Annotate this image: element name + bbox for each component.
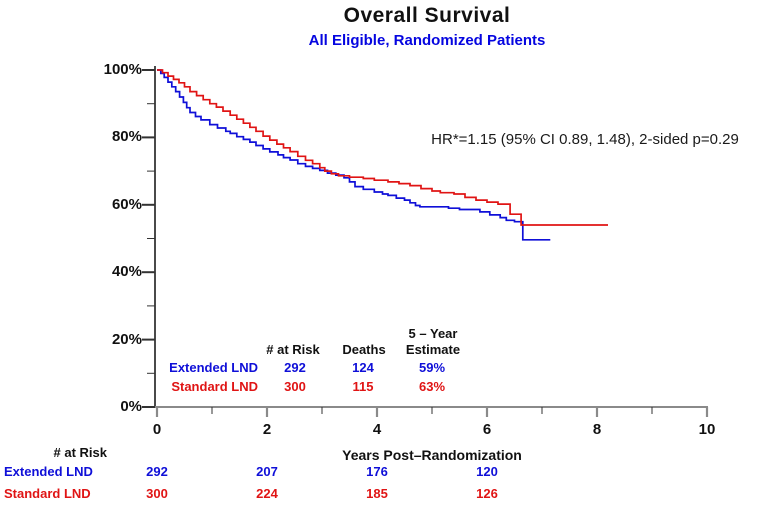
- estimate-header-at-risk: # at Risk: [266, 342, 320, 357]
- x-tick-label: 10: [698, 421, 716, 438]
- estimate-row-label-extended: Extended LND: [169, 360, 258, 375]
- risk-extended-t0: 292: [146, 464, 168, 479]
- risk-extended-t4: 176: [366, 464, 388, 479]
- estimate-extended-estimate: 59%: [418, 360, 446, 375]
- x-tick-label: 4: [372, 421, 382, 438]
- x-axis-title: Years Post–Randomization: [342, 447, 522, 463]
- risk-standard-t6: 126: [476, 486, 498, 501]
- estimate-header-estimate: Estimate: [405, 342, 461, 357]
- x-tick-label: 2: [262, 421, 272, 438]
- risk-standard-t0: 300: [146, 486, 168, 501]
- estimate-standard-at-risk: 300: [284, 379, 306, 394]
- x-tick-label: 6: [482, 421, 492, 438]
- estimate-header-5year: 5 – Year: [408, 326, 458, 341]
- y-tick-label: 40%: [111, 263, 142, 281]
- x-tick-label: 8: [592, 421, 602, 438]
- risk-table-title: # at Risk: [53, 445, 107, 460]
- y-tick-label: 60%: [111, 195, 142, 213]
- hazard-ratio-annotation: HR*=1.15 (95% CI 0.89, 1.48), 2-sided p=…: [431, 131, 739, 148]
- estimate-header-deaths: Deaths: [342, 342, 386, 357]
- page-title: Overall Survival: [343, 4, 511, 27]
- risk-standard-t4: 185: [366, 486, 388, 501]
- risk-standard-t2: 224: [256, 486, 278, 501]
- risk-extended-t6: 120: [476, 464, 498, 479]
- estimate-extended-at-risk: 292: [284, 360, 306, 375]
- y-tick-label: 20%: [111, 330, 142, 348]
- y-tick-label: 80%: [111, 128, 142, 146]
- y-tick-label: 100%: [103, 61, 142, 78]
- y-tick-label: 0%: [120, 398, 142, 415]
- risk-row-label-standard: Standard LND: [4, 486, 91, 501]
- estimate-standard-deaths: 115: [352, 379, 374, 394]
- risk-extended-t2: 207: [256, 464, 278, 479]
- chart-subtitle: All Eligible, Randomized Patients: [308, 32, 546, 49]
- risk-row-label-extended: Extended LND: [4, 464, 93, 479]
- survival-curve-standard-lnd: [157, 69, 608, 226]
- estimate-extended-deaths: 124: [352, 360, 374, 375]
- estimate-standard-estimate: 63%: [418, 379, 446, 394]
- x-tick-label: 0: [152, 421, 162, 438]
- estimate-row-label-standard: Standard LND: [171, 379, 258, 394]
- survival-curve-extended-lnd: [157, 69, 551, 241]
